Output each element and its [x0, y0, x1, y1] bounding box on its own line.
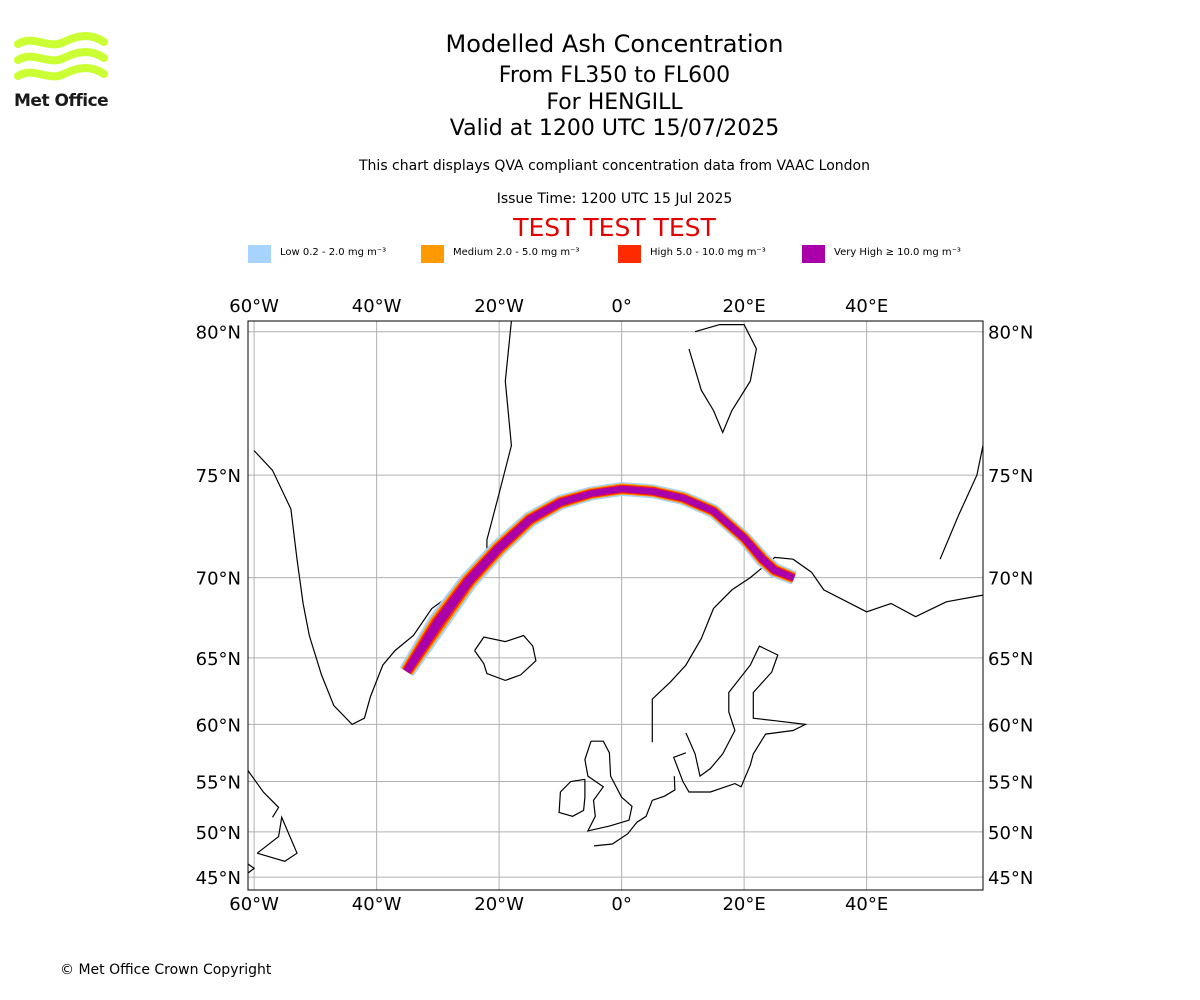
lon-tick-bottom: 40°E — [845, 894, 888, 915]
lon-tick-bottom: 20°E — [722, 894, 765, 915]
lat-tick-left: 75°N — [196, 466, 241, 487]
ash-plume — [400, 482, 797, 676]
lat-tick-left: 70°N — [196, 569, 241, 590]
lat-tick-right: 65°N — [988, 649, 1033, 670]
valid-time: Valid at 1200 UTC 15/07/2025 — [449, 116, 780, 141]
lat-tick-right: 45°N — [988, 868, 1033, 889]
lon-tick-top: 60°W — [229, 296, 279, 317]
lon-tick-bottom: 60°W — [229, 894, 279, 915]
legend-label-medium: Medium 2.0 - 5.0 mg m⁻³ — [453, 247, 580, 258]
ash-band-low — [400, 482, 797, 676]
legend-label-high: High 5.0 - 10.0 mg m⁻³ — [650, 247, 766, 258]
lat-tick-left: 50°N — [196, 823, 241, 844]
scandinavia-coast — [651, 556, 983, 743]
ireland-coast — [558, 778, 586, 817]
lon-tick-top: 40°W — [352, 296, 402, 317]
lon-tick-top: 40°E — [845, 296, 888, 317]
greenland-coast — [253, 321, 513, 726]
ash-band-very-high — [403, 485, 795, 674]
lat-tick-right: 80°N — [988, 323, 1033, 344]
lat-tick-left: 55°N — [196, 772, 241, 793]
lon-tick-top: 20°W — [474, 296, 524, 317]
chart-title: Modelled Ash Concentration — [445, 30, 784, 58]
ash-band-medium — [401, 483, 796, 675]
test-warning: TEST TEST TEST — [513, 213, 716, 242]
met-office-logo: Met Office — [14, 30, 109, 112]
lon-tick-top: 0° — [611, 296, 631, 317]
logo-wave-2 — [14, 48, 108, 65]
legend-label-very-high: Very High ≥ 10.0 mg m⁻³ — [834, 247, 961, 258]
lat-tick-left: 80°N — [196, 323, 241, 344]
map-frame — [247, 320, 984, 891]
british-isles-coast — [584, 740, 633, 832]
lon-tick-bottom: 20°W — [474, 894, 524, 915]
met-office-wave-logo-icon — [14, 32, 108, 81]
lat-tick-right: 55°N — [988, 772, 1033, 793]
legend-swatch-medium — [421, 245, 444, 263]
lon-tick-bottom: 0° — [611, 894, 631, 915]
copyright-notice: © Met Office Crown Copyright — [60, 962, 272, 978]
novaya-zemlya-coast — [939, 445, 983, 560]
legend-swatch-high — [618, 245, 641, 263]
lon-tick-bottom: 40°W — [352, 894, 402, 915]
logo-wave-1 — [14, 32, 108, 49]
coastlines — [248, 321, 983, 874]
lat-tick-left: 45°N — [196, 868, 241, 889]
lat-tick-left: 60°N — [196, 715, 241, 736]
iceland-coast — [474, 634, 537, 682]
labrador-coast — [248, 770, 280, 818]
legend-swatch-very-high — [802, 245, 825, 263]
lon-tick-top: 20°E — [722, 296, 765, 317]
lat-tick-right: 70°N — [988, 569, 1033, 590]
volcano-name: For HENGILL — [546, 90, 683, 115]
axis-tick-labels: 60°W 60°W 40°W 40°W 20°W 20°W 0° 0° 20°E 20°E 40°E… — [196, 296, 1034, 915]
lat-tick-right: 75°N — [988, 466, 1033, 487]
qva-note: This chart displays QVA compliant concen… — [359, 158, 870, 174]
western-europe-coast — [594, 776, 676, 847]
baltic-coast — [672, 645, 808, 793]
logo-wave-3 — [14, 64, 108, 81]
issue-time: Issue Time: 1200 UTC 15 Jul 2025 — [496, 191, 733, 207]
newfoundland-coast — [256, 815, 298, 862]
flight-level-range: From FL350 to FL600 — [498, 63, 731, 88]
north-america-coast — [248, 863, 256, 874]
lat-tick-left: 65°N — [196, 649, 241, 670]
lat-tick-right: 50°N — [988, 823, 1033, 844]
legend-swatch-low — [248, 245, 271, 263]
ash-band-high — [402, 484, 796, 674]
met-office-wordmark: Met Office — [14, 91, 109, 111]
legend-label-low: Low 0.2 - 2.0 mg m⁻³ — [280, 247, 387, 258]
lat-tick-right: 60°N — [988, 715, 1033, 736]
graticule — [248, 321, 983, 890]
svalbard-coast — [688, 324, 758, 435]
